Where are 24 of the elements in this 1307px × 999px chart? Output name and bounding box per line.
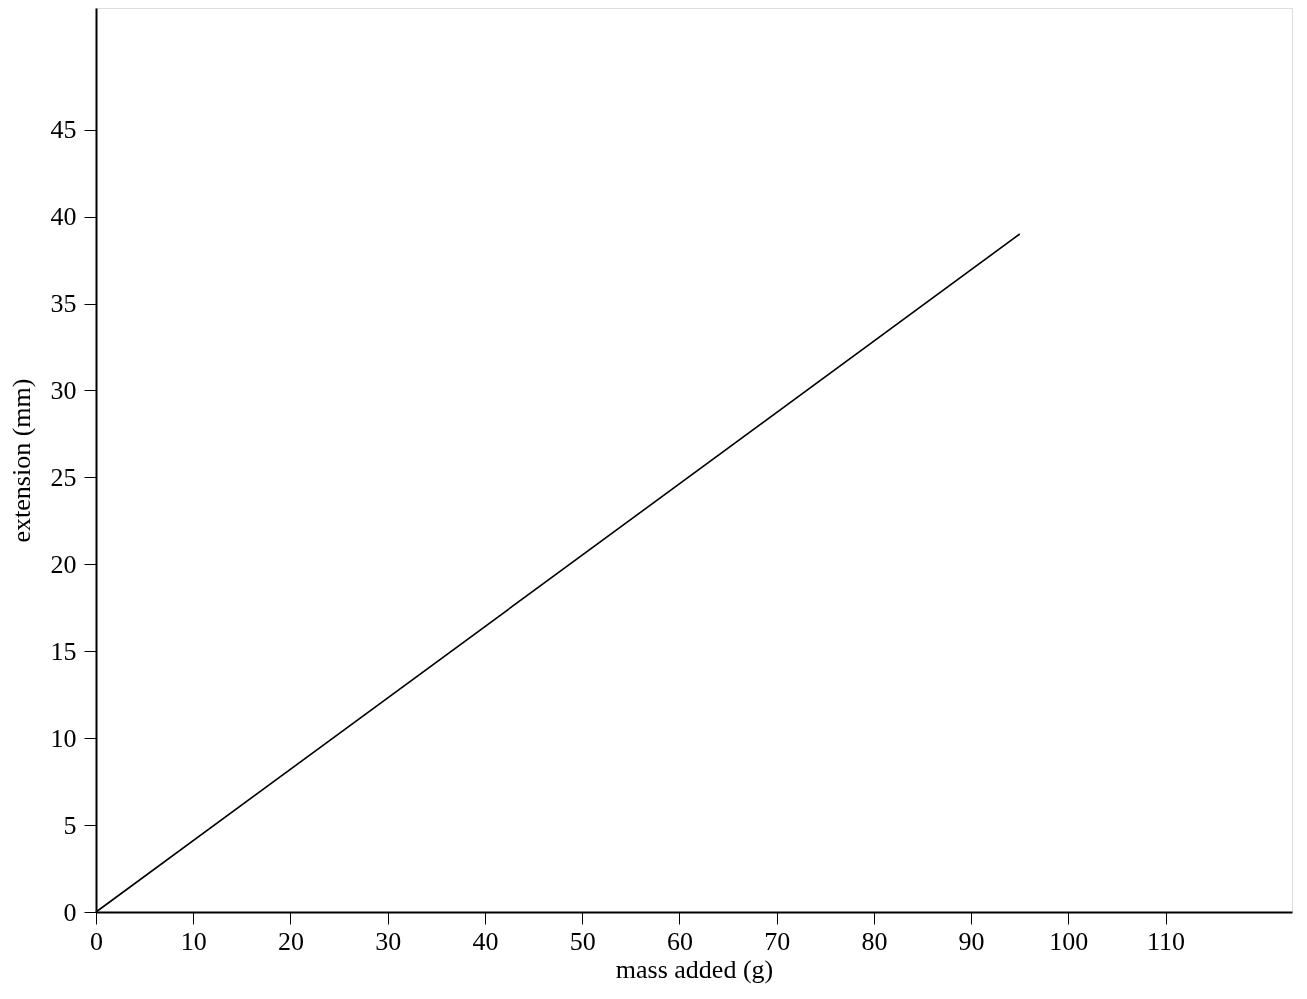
y-tick-label: 35 (50, 289, 77, 319)
y-tick-label: 10 (50, 723, 77, 753)
x-tick-label: 100 (1049, 926, 1089, 956)
x-tick-label: 70 (764, 926, 791, 956)
y-tick-label: 40 (50, 202, 77, 232)
y-tick-label: 0 (63, 897, 77, 927)
y-tick-label: 5 (63, 810, 77, 840)
x-tick-label: 20 (277, 926, 304, 956)
y-axis-title: extension (mm) (6, 378, 36, 543)
y-tick-label: 25 (50, 462, 77, 492)
x-tick-label: 10 (180, 926, 207, 956)
x-tick-label: 90 (958, 926, 985, 956)
y-tick-label: 30 (50, 375, 77, 405)
x-tick-label: 110 (1147, 926, 1186, 956)
y-tick-label: 15 (50, 636, 77, 666)
x-tick-label: 80 (861, 926, 888, 956)
y-tick-label: 45 (50, 115, 77, 145)
x-axis-title: mass added (g) (615, 954, 774, 984)
x-tick-label: 0 (90, 926, 103, 956)
x-tick-label: 30 (375, 926, 402, 956)
x-tick-label: 60 (666, 926, 693, 956)
x-tick-label: 50 (569, 926, 596, 956)
x-tick-label: 40 (472, 926, 499, 956)
y-tick-label: 20 (50, 549, 77, 579)
